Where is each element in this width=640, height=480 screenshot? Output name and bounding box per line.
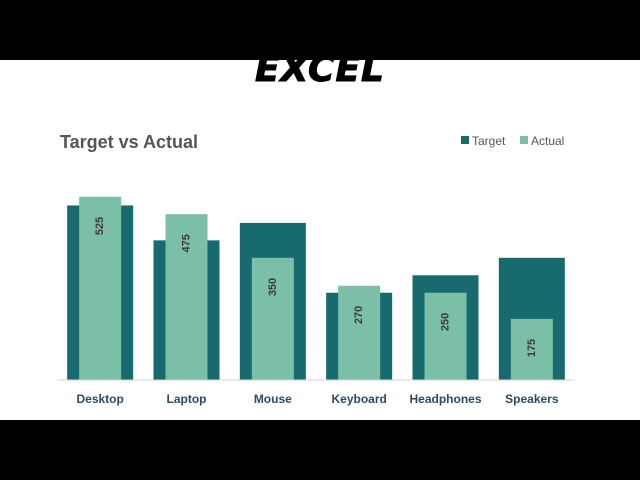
x-tick-label-keyboard: Keyboard [331, 392, 386, 406]
actual-bar-speakers [510, 318, 553, 380]
actual-bar-keyboard [338, 285, 381, 380]
data-label-keyboard: 270 [353, 306, 365, 324]
x-tick-label-laptop: Laptop [167, 392, 207, 406]
x-tick-label-desktop: Desktop [76, 392, 123, 406]
legend-swatch-target [461, 136, 469, 144]
x-tick-label-mouse: Mouse [254, 392, 292, 406]
data-label-mouse: 350 [267, 278, 279, 296]
data-label-desktop: 525 [94, 217, 106, 235]
chart-title: Target vs Actual [60, 132, 198, 152]
data-label-speakers: 175 [526, 339, 538, 357]
legend-label-actual: Actual [531, 134, 564, 148]
chart-legend: Target Actual [461, 134, 564, 148]
actual-bar-laptop [165, 214, 208, 380]
x-tick-label-speakers: Speakers [505, 392, 559, 406]
data-label-headphones: 250 [440, 313, 452, 331]
data-label-laptop: 475 [181, 234, 193, 252]
banner-title: OVERLAPPING BAR CHART IN EXCEL [15, 8, 625, 91]
actual-bar-mouse [251, 257, 294, 380]
legend-swatch-actual [520, 136, 528, 144]
legend-label-target: Target [472, 134, 506, 148]
bars-group: 525 475 350 270 250 175 [67, 196, 565, 380]
actual-bar-desktop [79, 196, 122, 380]
actual-bar-headphones [424, 292, 467, 380]
x-tick-labels: Desktop Laptop Mouse Keyboard Headphones Spea… [76, 392, 558, 406]
x-tick-label-headphones: Headphones [409, 392, 481, 406]
